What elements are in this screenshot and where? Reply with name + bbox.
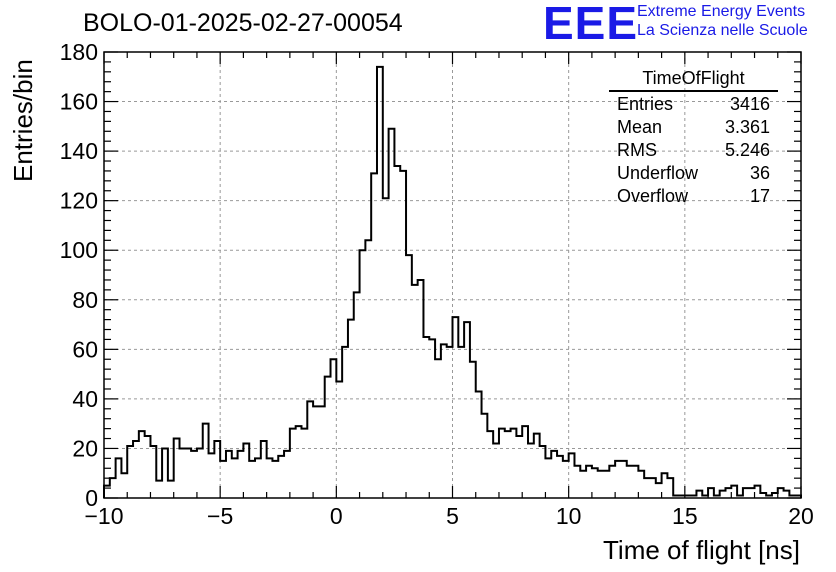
stats-title: TimeOfFlight [609,68,778,92]
stats-row-mean: Mean 3.361 [609,116,778,139]
logo-line-1: Extreme Energy Events [637,3,806,20]
grid-lines [104,52,801,498]
stats-row-underflow: Underflow 36 [609,162,778,185]
stats-row-rms: RMS 5.246 [609,139,778,162]
y-tick-label: 140 [60,138,98,164]
stats-label: Underflow [617,163,699,183]
y-tick-label: 120 [60,188,98,214]
y-tick-label: 180 [60,39,98,65]
stats-label: RMS [617,140,657,160]
y-tick-label: 0 [85,485,98,511]
y-tick-label: 40 [72,386,98,412]
x-axis-label: Time of flight [ns] [603,535,800,565]
stats-value: 3.361 [724,117,770,137]
x-tick-label: 10 [556,503,582,529]
tick-labels: −10 −5 0 5 10 15 20 0 20 40 60 80 100 120 140 160 180 [60,39,814,529]
y-tick-label: 20 [72,435,98,461]
logo-line-2: La Scienza nelle Scuole [637,22,808,39]
y-tick-label: 100 [60,237,98,263]
stats-value: 17 [749,186,770,206]
stats-value: 5.246 [724,140,770,160]
eee-logo: EEE [543,0,639,49]
chart-title: BOLO-01-2025-02-27-00054 [83,9,403,37]
stats-value: 3416 [729,94,770,114]
y-tick-label: 60 [72,336,98,362]
logo-caption: Extreme Energy Events La Scienza nelle S… [637,2,808,40]
x-tick-label: 15 [672,503,698,529]
x-tick-label: 5 [446,503,459,529]
stats-label: Overflow [617,186,689,206]
stats-box: TimeOfFlight Entries 3416 Mean 3.361 RMS 5.… [609,68,778,208]
x-tick-label: 0 [330,503,343,529]
y-axis-label: Entries/bin [8,59,38,182]
y-tick-label: 160 [60,89,98,115]
stats-row-overflow: Overflow 17 [609,185,778,208]
stats-row-entries: Entries 3416 [609,93,778,116]
y-tick-label: 80 [72,287,98,313]
histogram [103,65,802,498]
stats-value: 36 [749,163,770,183]
stats-label: Mean [617,117,663,137]
x-tick-label: 20 [788,503,814,529]
x-tick-label: −5 [207,503,233,529]
stats-label: Entries [617,94,674,114]
x-tick-label: −10 [84,503,123,529]
axes [103,51,802,499]
histogram-series [103,65,802,498]
